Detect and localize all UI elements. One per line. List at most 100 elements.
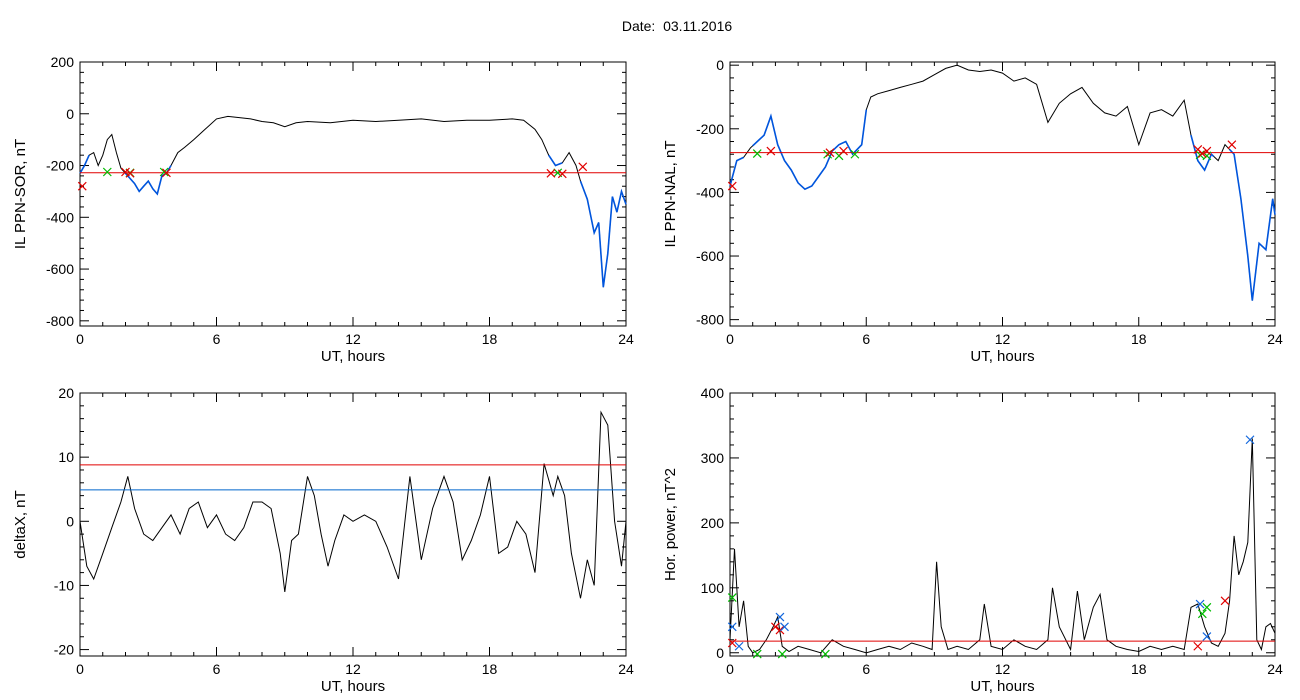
marker-blue xyxy=(780,622,789,632)
highlight-segment xyxy=(1229,148,1276,301)
chart-panel-1: 0 6 12 18 24 -800 -600 -400 -200 0 200 UT, hours IL … xyxy=(12,54,634,365)
marker-red xyxy=(839,146,848,156)
marker-blue xyxy=(775,612,785,622)
y-tick-label: 10 xyxy=(58,449,74,465)
x-tick-label: 6 xyxy=(213,331,221,347)
highlight-segment xyxy=(752,109,868,191)
y-axis-title: IL PPN-SOR, nT xyxy=(12,139,29,249)
data-trace-line xyxy=(729,64,1276,301)
x-tick-label: 18 xyxy=(1131,661,1147,677)
x-tick-label: 24 xyxy=(618,331,634,347)
marker-red xyxy=(125,168,135,178)
x-tick-label: 12 xyxy=(995,331,1011,347)
y-tick-label: -200 xyxy=(696,121,724,137)
chart-panel-4: 0 6 12 18 24 0 100 200 300 400 UT, hours Hor. power… xyxy=(662,385,1283,695)
chart-panel-2: 0 6 12 18 24 -800 -600 -400 -200 0 UT, hours IL PPN… xyxy=(662,57,1283,365)
x-tick-label: 24 xyxy=(1267,331,1283,347)
marker-blue xyxy=(1195,599,1205,609)
marker-red xyxy=(825,148,835,158)
x-tick-label: 18 xyxy=(482,661,498,677)
x-tick-label: 6 xyxy=(862,331,870,347)
x-tick-label: 18 xyxy=(1131,331,1147,347)
x-tick-label: 0 xyxy=(76,331,84,347)
x-tick-label: 12 xyxy=(345,661,361,677)
y-tick-label: -800 xyxy=(46,313,74,329)
y-tick-label: -600 xyxy=(46,261,74,277)
marker-red xyxy=(727,181,737,191)
x-tick-label: 18 xyxy=(482,331,498,347)
y-tick-label: 200 xyxy=(51,54,75,70)
marker-red xyxy=(766,146,776,156)
marker-green xyxy=(102,167,112,177)
y-tick-label: -20 xyxy=(54,642,74,658)
x-axis-title: UT, hours xyxy=(321,348,385,365)
x-tick-label: 24 xyxy=(618,661,634,677)
y-tick-label: 0 xyxy=(66,106,74,122)
y-tick-label: -800 xyxy=(696,312,724,328)
y-tick-label: -400 xyxy=(696,184,724,200)
marker-blue xyxy=(727,622,737,632)
plot-frame xyxy=(79,392,627,657)
y-tick-label: 300 xyxy=(701,450,725,466)
marker-red xyxy=(578,162,588,172)
marker-red xyxy=(557,169,567,179)
marker-red xyxy=(770,622,780,632)
y-tick-label: 400 xyxy=(701,385,725,401)
highlight-segment xyxy=(579,180,627,288)
page-title: Date: 03.11.2016 xyxy=(0,18,1300,34)
marker-green xyxy=(752,149,762,159)
marker-blue xyxy=(1202,632,1212,641)
x-axis-title: UT, hours xyxy=(970,348,1034,365)
date-label: Date: xyxy=(621,18,656,34)
marker-red xyxy=(1197,149,1207,159)
marker-red xyxy=(1227,140,1237,150)
marker-green xyxy=(159,167,169,177)
highlight-segment xyxy=(729,156,744,187)
y-tick-label: 0 xyxy=(716,645,724,661)
highlight-segment xyxy=(548,154,563,167)
x-tick-label: 6 xyxy=(862,661,870,677)
marker-green xyxy=(752,649,762,659)
marker-green xyxy=(1197,609,1207,619)
y-tick-label: 20 xyxy=(58,385,74,401)
y-tick-label: 0 xyxy=(716,57,724,73)
data-trace-line xyxy=(729,438,1276,654)
plot-frame xyxy=(729,61,1276,327)
highlight-segment xyxy=(79,154,90,174)
x-axis-title: UT, hours xyxy=(321,678,385,695)
data-trace-line xyxy=(79,115,627,288)
x-tick-label: 0 xyxy=(726,661,734,677)
marker-blue xyxy=(734,641,744,651)
x-axis-title: UT, hours xyxy=(970,678,1034,695)
marker-blue xyxy=(1245,435,1255,445)
marker-green xyxy=(777,649,787,659)
marker-red xyxy=(727,638,737,648)
y-tick-label: -600 xyxy=(696,248,724,264)
x-tick-label: 12 xyxy=(995,661,1011,677)
marker-red xyxy=(77,181,87,191)
marker-red xyxy=(162,168,171,178)
marker-red xyxy=(1193,641,1203,651)
marker-red xyxy=(546,168,556,178)
data-trace-line xyxy=(79,410,627,599)
y-tick-label: 200 xyxy=(701,515,725,531)
marker-red xyxy=(775,625,785,635)
x-tick-label: 0 xyxy=(76,661,84,677)
y-axis-title: deltaX, nT xyxy=(12,490,29,558)
plot-frame xyxy=(79,61,627,327)
marker-green xyxy=(1202,602,1212,612)
y-tick-label: -200 xyxy=(46,158,74,174)
x-tick-label: 12 xyxy=(345,331,361,347)
y-axis-title: Hor. power, nT^2 xyxy=(662,468,679,581)
marker-green xyxy=(850,149,860,159)
marker-red xyxy=(1220,596,1230,606)
y-tick-label: -400 xyxy=(46,209,74,225)
marker-green xyxy=(727,593,737,602)
x-tick-label: 0 xyxy=(726,331,734,347)
marker-green xyxy=(820,649,830,659)
y-tick-label: 100 xyxy=(701,580,725,596)
date-value: 03.11.2016 xyxy=(663,18,733,34)
y-tick-label: -10 xyxy=(54,577,74,593)
chart-panel-3: 0 6 12 18 24 -20 -10 0 10 20 UT, hours deltaX, nT xyxy=(12,385,634,695)
